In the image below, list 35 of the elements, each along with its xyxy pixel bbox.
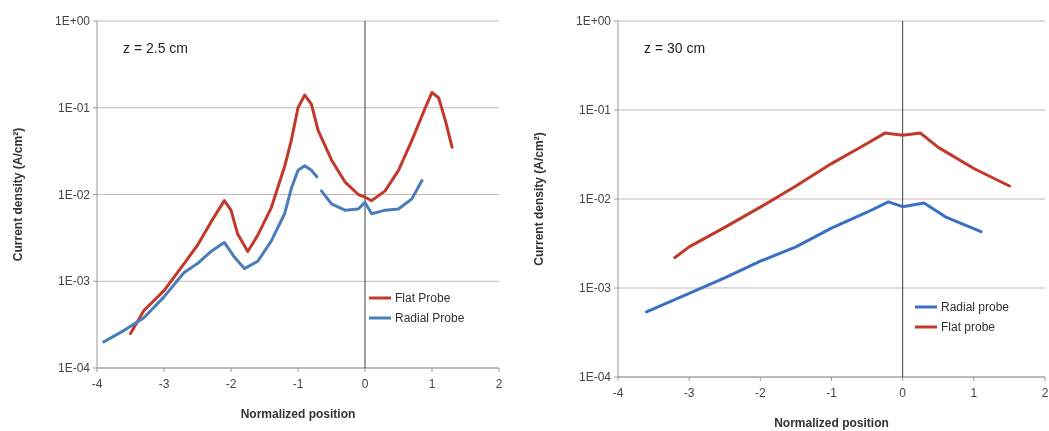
x-tick-label: -4 bbox=[91, 377, 103, 391]
legend-label: Radial probe bbox=[941, 300, 1010, 314]
y-tick-label: 1E-02 bbox=[57, 187, 91, 202]
x-tick-label: 0 bbox=[899, 386, 907, 400]
x-tick-label: -2 bbox=[755, 386, 766, 400]
annotation: z = 30 cm bbox=[644, 40, 706, 56]
y-axis-title: Current density (A/cm²) bbox=[11, 127, 25, 262]
y-tick-label: 1E-01 bbox=[57, 100, 91, 115]
x-tick-label: -1 bbox=[826, 386, 838, 400]
x-tick-label: 2 bbox=[1041, 386, 1049, 400]
line-series bbox=[673, 131, 1011, 260]
legend-label: Radial Probe bbox=[395, 311, 465, 325]
x-tick-label: -4 bbox=[612, 386, 624, 400]
legend-label: Flat Probe bbox=[395, 291, 451, 305]
annotation: z = 2.5 cm bbox=[123, 40, 188, 56]
legend-label: Flat probe bbox=[941, 320, 996, 334]
y-tick-label: 1E-04 bbox=[578, 370, 612, 385]
x-tick-label: -3 bbox=[683, 386, 695, 400]
x-tick-label: 2 bbox=[495, 377, 503, 391]
y-tick-label: 1E-02 bbox=[578, 192, 612, 207]
y-axis-title: Current density (A/cm²) bbox=[532, 132, 546, 266]
y-tick-label: 1E+00 bbox=[54, 14, 91, 29]
y-tick-label: 1E-03 bbox=[578, 281, 612, 296]
x-axis-title: Normalized position bbox=[240, 407, 356, 421]
x-axis-title: Normalized position bbox=[774, 416, 889, 430]
x-tick-label: -3 bbox=[158, 377, 170, 391]
x-tick-label: -2 bbox=[225, 377, 237, 391]
x-tick-label: -1 bbox=[292, 377, 304, 391]
y-tick-label: 1E-04 bbox=[57, 361, 91, 376]
x-tick-label: 0 bbox=[361, 377, 369, 391]
x-tick-label: 1 bbox=[428, 377, 436, 391]
y-tick-label: 1E+00 bbox=[575, 14, 612, 29]
y-tick-label: 1E-01 bbox=[578, 103, 612, 118]
x-tick-label: 1 bbox=[970, 386, 978, 400]
y-tick-label: 1E-03 bbox=[57, 274, 91, 289]
